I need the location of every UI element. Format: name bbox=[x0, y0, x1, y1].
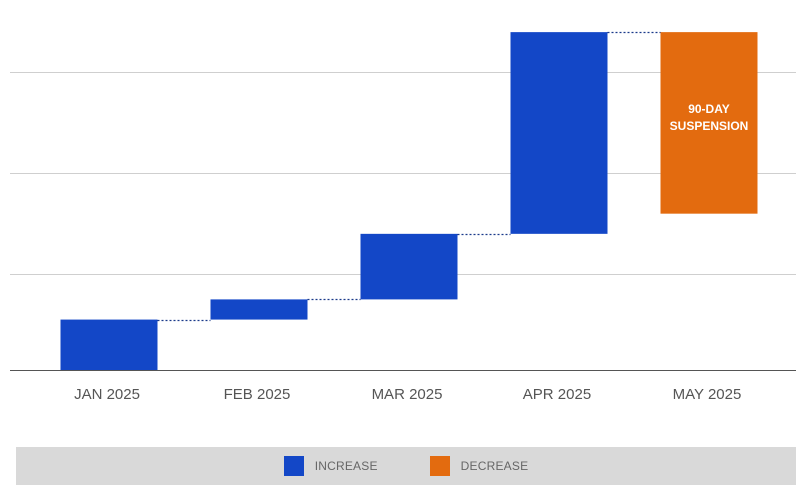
bar-apr-2025 bbox=[510, 32, 608, 234]
bar-may-2025 bbox=[660, 32, 758, 214]
legend-label-increase: INCREASE bbox=[314, 459, 378, 473]
bar-annotation-line-1: SUSPENSION bbox=[670, 119, 749, 133]
x-tick-labels: JAN 2025 FEB 2025 MAR 2025 APR 2025 MAY 2025 bbox=[74, 386, 741, 403]
x-tick-label: APR 2025 bbox=[523, 386, 591, 403]
bars bbox=[60, 32, 758, 370]
connector-lines bbox=[157, 31, 661, 322]
bar-jan-2025 bbox=[60, 319, 158, 370]
x-tick-label: MAR 2025 bbox=[372, 386, 443, 403]
legend-swatch-increase bbox=[283, 456, 304, 476]
legend-item-increase: INCREASE bbox=[283, 456, 378, 476]
x-tick-label: FEB 2025 bbox=[224, 386, 291, 403]
bar-mar-2025 bbox=[360, 233, 458, 300]
bar-labels: 90-DAY SUSPENSION bbox=[670, 102, 749, 133]
bar-annotation-line-0: 90-DAY bbox=[688, 102, 730, 116]
legend: INCREASE DECREASE bbox=[16, 447, 796, 485]
waterfall-chart: 90-DAY SUSPENSION JAN 2025 FEB 2025 MAR 202… bbox=[10, 31, 796, 403]
legend-item-decrease: DECREASE bbox=[429, 456, 529, 476]
legend-swatch-decrease bbox=[429, 456, 450, 476]
legend-label-decrease: DECREASE bbox=[460, 459, 529, 473]
bar-feb-2025 bbox=[210, 299, 308, 320]
x-tick-label: MAY 2025 bbox=[673, 386, 742, 403]
x-tick-label: JAN 2025 bbox=[74, 386, 140, 403]
